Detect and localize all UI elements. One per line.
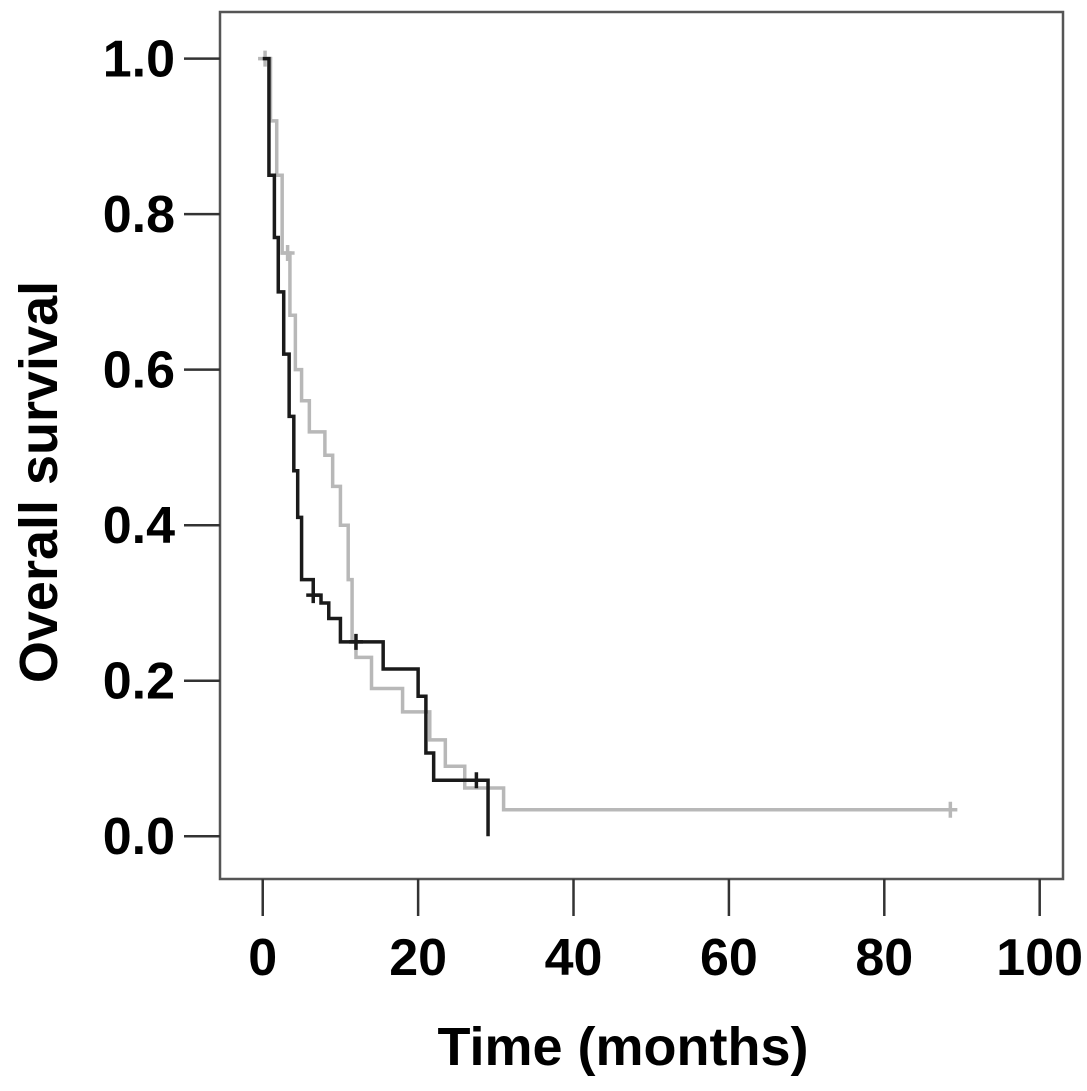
x-tick-label: 80: [855, 929, 913, 987]
x-tick-label: 60: [700, 929, 758, 987]
survival-curve-2: [262, 56, 951, 812]
censor-mark: [469, 772, 484, 789]
x-axis-title: Time (months): [437, 1017, 808, 1077]
series-layer: [258, 50, 958, 837]
censor-mark: [943, 801, 958, 818]
y-tick-label: 1.0: [103, 31, 175, 89]
survival-curve-1: [262, 56, 490, 837]
y-tick-label: 0.8: [103, 186, 175, 244]
censor-mark: [348, 633, 363, 650]
y-axis-title: Overall survival: [9, 281, 69, 683]
x-tick-label: 40: [545, 929, 603, 987]
y-tick-label: 0.6: [103, 342, 175, 400]
y-tick-label: 0.4: [103, 497, 175, 555]
plot-frame: [218, 10, 1065, 881]
censor-mark: [306, 587, 321, 604]
y-tick-label: 0.2: [103, 653, 175, 711]
x-tick-label: 0: [248, 929, 277, 987]
y-axis: 0.0 0.2 0.4 0.6 0.8 1.0: [103, 31, 220, 866]
x-tick-label: 20: [389, 929, 447, 987]
censor-mark: [280, 245, 295, 262]
y-tick-label: 0.0: [103, 808, 175, 866]
x-tick-label: 100: [996, 929, 1083, 987]
x-axis: 0 20 40 60 80 100: [248, 879, 1083, 987]
